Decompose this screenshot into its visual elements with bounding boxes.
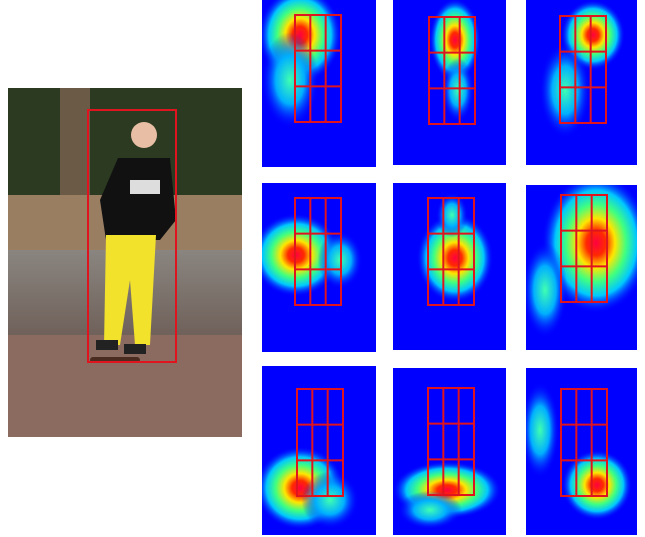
hot-spot: [262, 32, 319, 128]
heatmaps: [262, 0, 637, 535]
grid-box: [427, 387, 475, 496]
heatmap-panel: [393, 368, 506, 535]
hot-spot: [539, 42, 591, 138]
grid-box: [560, 388, 608, 497]
hot-spots: [526, 185, 637, 338]
hot-spots: [262, 0, 342, 128]
heatmap-panel: [526, 185, 637, 350]
hot-spot: [429, 0, 481, 82]
hot-spot: [526, 382, 560, 478]
hot-spot: [301, 471, 359, 529]
grid-box: [294, 197, 342, 306]
hot-spots: [429, 0, 481, 122]
photo: [8, 88, 242, 437]
grid-box: [559, 15, 607, 124]
grid-box: [560, 194, 608, 303]
hot-spot: [442, 58, 474, 122]
heatmap-panel: [262, 183, 376, 352]
heatmap-panel: [393, 0, 506, 165]
hot-spot: [436, 192, 468, 238]
heatmap-panel: [526, 0, 637, 165]
hot-spots: [526, 382, 633, 521]
grid-box: [296, 388, 344, 497]
grid-box: [427, 197, 475, 306]
hot-spot: [526, 242, 568, 338]
hot-spots: [262, 446, 359, 530]
hot-spot: [398, 490, 462, 530]
heatmap-panel: [262, 0, 376, 167]
hot-spot: [561, 449, 633, 521]
heatmap-panel: [262, 366, 376, 535]
heatmap-panel: [393, 183, 506, 350]
grid-box: [294, 14, 342, 123]
grid-box: [428, 16, 476, 125]
heatmap-panel: [526, 368, 637, 535]
